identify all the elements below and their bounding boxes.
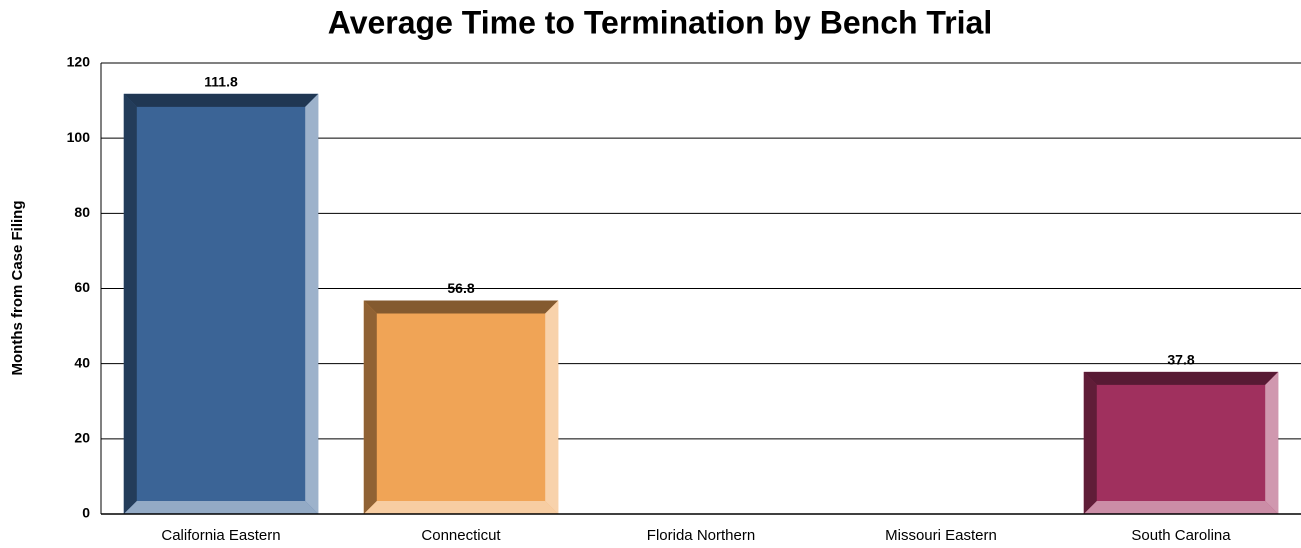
y-tick-label: 40 [74, 354, 90, 370]
y-axis-label: Months from Case Filing [9, 200, 26, 375]
bar [363, 300, 559, 514]
bar-bevel [123, 93, 137, 515]
bar-bevel [1265, 371, 1279, 514]
bar-bevel [363, 501, 559, 514]
bar-bevel [305, 93, 319, 515]
bar-bevel [545, 300, 559, 514]
bar-bevel [1083, 371, 1279, 385]
y-tick-label: 80 [74, 204, 90, 220]
y-tick-label: 100 [67, 129, 91, 145]
bar-bevel [363, 300, 377, 514]
bar-bevel [1083, 371, 1097, 514]
bar-bevel [123, 501, 319, 514]
y-tick-label: 60 [74, 279, 90, 295]
x-tick-label: California Eastern [161, 527, 280, 544]
y-tick-label: 120 [67, 54, 91, 70]
bar-bevel [123, 93, 319, 107]
bar [123, 93, 319, 515]
y-tick-label: 0 [82, 505, 90, 521]
bar-bevel [363, 300, 559, 314]
x-tick-label: South Carolina [1131, 527, 1231, 544]
data-label: 56.8 [447, 280, 474, 296]
chart-title: Average Time to Termination by Bench Tri… [328, 4, 992, 40]
x-tick-label: Missouri Eastern [885, 527, 997, 544]
x-tick-label: Connecticut [421, 527, 501, 544]
bar-bevel [1083, 501, 1279, 514]
data-label: 37.8 [1167, 352, 1194, 368]
y-tick-label: 20 [74, 430, 90, 446]
data-label: 111.8 [204, 74, 238, 90]
x-tick-label: Florida Northern [647, 527, 755, 544]
bar [1083, 371, 1279, 514]
